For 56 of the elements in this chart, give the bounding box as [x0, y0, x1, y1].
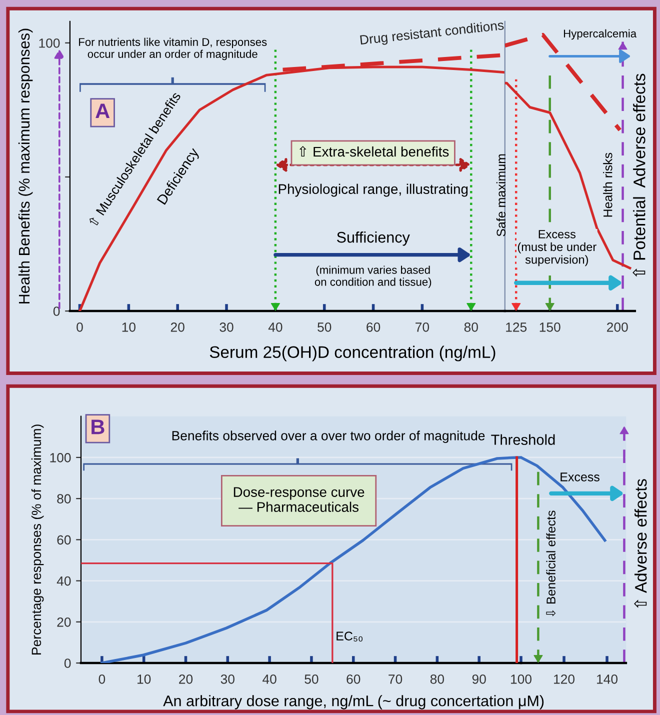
x-tick-label: 200 [607, 322, 628, 332]
y-tick-label: 100 [50, 453, 71, 462]
annotation: Dose-response curve — Pharmaceuticals [234, 487, 364, 512]
x-tick-label: 50 [304, 674, 318, 684]
annotation: Health risks [603, 152, 612, 217]
annotation: Excess [560, 472, 600, 482]
x-tick-label: 40 [268, 322, 282, 332]
x-tick-label: 60 [366, 322, 380, 332]
x-tick-label: 150 [540, 322, 560, 332]
y-tick-label: 40 [56, 576, 71, 586]
x-tick-label: 60 [346, 674, 360, 684]
x-tick-label: 80 [464, 322, 478, 332]
x-tick-label: 0 [98, 674, 106, 684]
ref-line-label: ⇩ Beneficial effects [546, 510, 556, 616]
y-tick-label: 0 [64, 658, 71, 668]
x-tick-label: 20 [179, 674, 193, 684]
x-tick-label: 70 [388, 674, 402, 684]
x-tick-label: 20 [170, 322, 184, 332]
x-tick-label: 120 [554, 674, 575, 684]
annotation: B [92, 420, 104, 434]
y-tick-label: 80 [57, 494, 71, 504]
x-tick-label: 50 [318, 322, 332, 332]
annotation: ⇧ Extra-skeletal benefits [299, 146, 449, 157]
x-tick-label: 30 [220, 322, 234, 332]
annotation: Physiological range, illustrating [278, 184, 468, 197]
x-tick-label: 30 [220, 674, 234, 684]
x-tick-label: 40 [262, 674, 276, 684]
annotation: Sufficiency [337, 232, 410, 246]
x-axis-title: Serum 25(OH)D concentration (ng/mL) [210, 346, 496, 362]
ref-line-label: ⇧ Potential Adverse effects [632, 74, 646, 277]
annotation: A [96, 104, 110, 118]
annotation: For nutrients like vitamin D, responses occur under an order of magnitude [79, 38, 267, 60]
annotation: Drug resistant conditions [360, 20, 504, 48]
y-axis-title: Health Benefits (% maximum responses) [18, 28, 33, 304]
y-axis-title: Percentage responses (% of maximum) [31, 424, 44, 654]
annotation: Hypercalcemia [564, 29, 637, 40]
y-tick-label: 0 [53, 306, 60, 316]
annotation: EC₅₀ [336, 632, 363, 642]
ref-line-label: ⇧ Adverse effects [634, 479, 647, 608]
x-tick-label: 125 [506, 322, 527, 332]
x-tick-label: 140 [597, 674, 618, 684]
x-tick-label: 80 [430, 674, 444, 684]
annotation: Excess (must be under supervision) [518, 230, 596, 266]
x-tick-label: 100 [511, 674, 532, 684]
x-tick-label: 10 [122, 322, 136, 332]
x-tick-label: 90 [472, 674, 486, 684]
y-tick-label: 20 [57, 617, 71, 627]
annotation: Threshold [491, 434, 555, 445]
annotation: Benefits observed over a over two order of magnitude [172, 430, 485, 443]
ref-line-label: Safe maximum [496, 154, 506, 236]
annotation: (minimum varies based on condition and tissue) [314, 266, 432, 288]
x-tick-label: 10 [138, 674, 151, 684]
x-axis-title: An arbitrary dose range, ng/mL (~ drug concertation μM) [163, 695, 544, 710]
x-tick-label: 0 [76, 322, 83, 332]
x-tick-label: 70 [416, 322, 430, 332]
y-tick-label: 60 [57, 535, 71, 545]
